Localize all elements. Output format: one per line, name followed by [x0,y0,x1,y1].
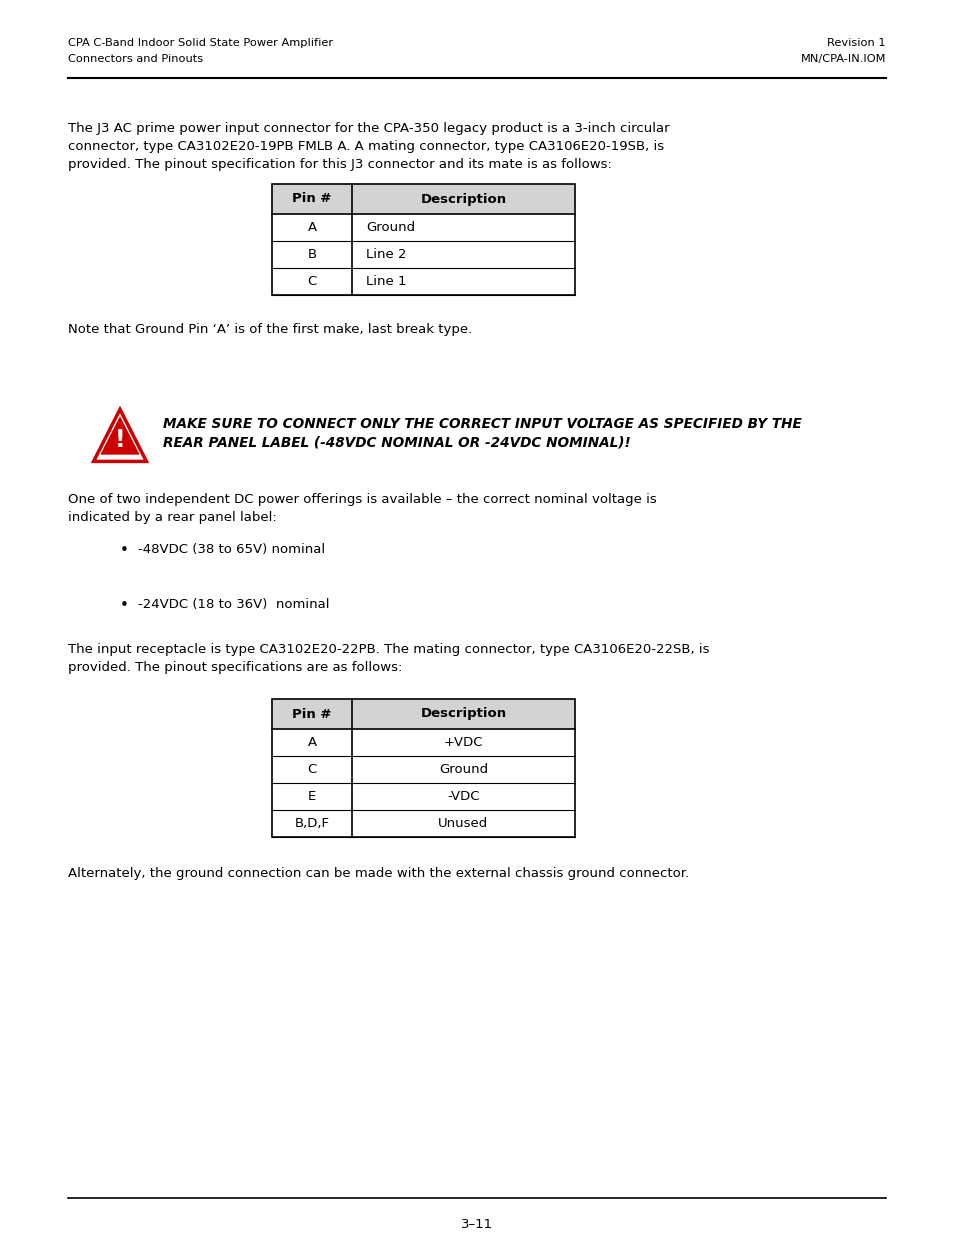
Text: Ground: Ground [366,221,415,233]
Text: E: E [308,790,315,803]
Text: REAR PANEL LABEL (-48VDC NOMINAL OR -24VDC NOMINAL)!: REAR PANEL LABEL (-48VDC NOMINAL OR -24V… [163,436,630,450]
Text: A: A [307,736,316,748]
Text: Note that Ground Pin ‘A’ is of the first make, last break type.: Note that Ground Pin ‘A’ is of the first… [68,324,472,336]
Bar [272,184,575,214]
Text: B,D,F: B,D,F [294,818,329,830]
Text: Alternately, the ground connection can be made with the external chassis ground : Alternately, the ground connection can b… [68,867,688,881]
Text: provided. The pinout specifications are as follows:: provided. The pinout specifications are … [68,661,402,674]
Text: Revision 1: Revision 1 [826,38,885,48]
Text: Ground: Ground [438,763,488,776]
Polygon shape [100,416,139,454]
Text: •: • [120,543,129,558]
Bar [272,184,575,295]
Text: -48VDC (38 to 65V) nominal: -48VDC (38 to 65V) nominal [138,543,325,556]
Text: +VDC: +VDC [443,736,483,748]
Polygon shape [93,409,146,462]
Text: -24VDC (18 to 36V)  nominal: -24VDC (18 to 36V) nominal [138,598,329,611]
Text: Line 2: Line 2 [366,248,406,261]
Bar [272,699,575,729]
Text: MN/CPA-IN.IOM: MN/CPA-IN.IOM [800,54,885,64]
Text: Line 1: Line 1 [366,275,406,288]
Text: Pin #: Pin # [292,193,332,205]
Text: C: C [307,763,316,776]
Text: MAKE SURE TO CONNECT ONLY THE CORRECT INPUT VOLTAGE AS SPECIFIED BY THE: MAKE SURE TO CONNECT ONLY THE CORRECT IN… [163,417,801,431]
Text: The input receptacle is type CA3102E20-22PB. The mating connector, type CA3106E2: The input receptacle is type CA3102E20-2… [68,643,709,656]
Text: C: C [307,275,316,288]
Text: -VDC: -VDC [447,790,479,803]
Text: The J3 AC prime power input connector for the CPA-350 legacy product is a 3-inch: The J3 AC prime power input connector fo… [68,122,669,135]
Text: provided. The pinout specification for this J3 connector and its mate is as foll: provided. The pinout specification for t… [68,158,611,170]
Text: Unused: Unused [438,818,488,830]
Text: •: • [120,598,129,613]
Text: Description: Description [420,708,506,720]
Text: Pin #: Pin # [292,708,332,720]
Text: CPA C-Band Indoor Solid State Power Amplifier: CPA C-Band Indoor Solid State Power Ampl… [68,38,333,48]
Text: 3–11: 3–11 [460,1218,493,1231]
Bar [272,699,575,837]
Text: !: ! [114,427,125,452]
Text: indicated by a rear panel label:: indicated by a rear panel label: [68,511,276,524]
Text: One of two independent DC power offerings is available – the correct nominal vol: One of two independent DC power offering… [68,493,656,506]
Text: B: B [307,248,316,261]
Text: connector, type CA3102E20-19PB FMLB A. A mating connector, type CA3106E20-19SB, : connector, type CA3102E20-19PB FMLB A. A… [68,140,663,153]
Text: A: A [307,221,316,233]
Text: Connectors and Pinouts: Connectors and Pinouts [68,54,203,64]
Text: Description: Description [420,193,506,205]
